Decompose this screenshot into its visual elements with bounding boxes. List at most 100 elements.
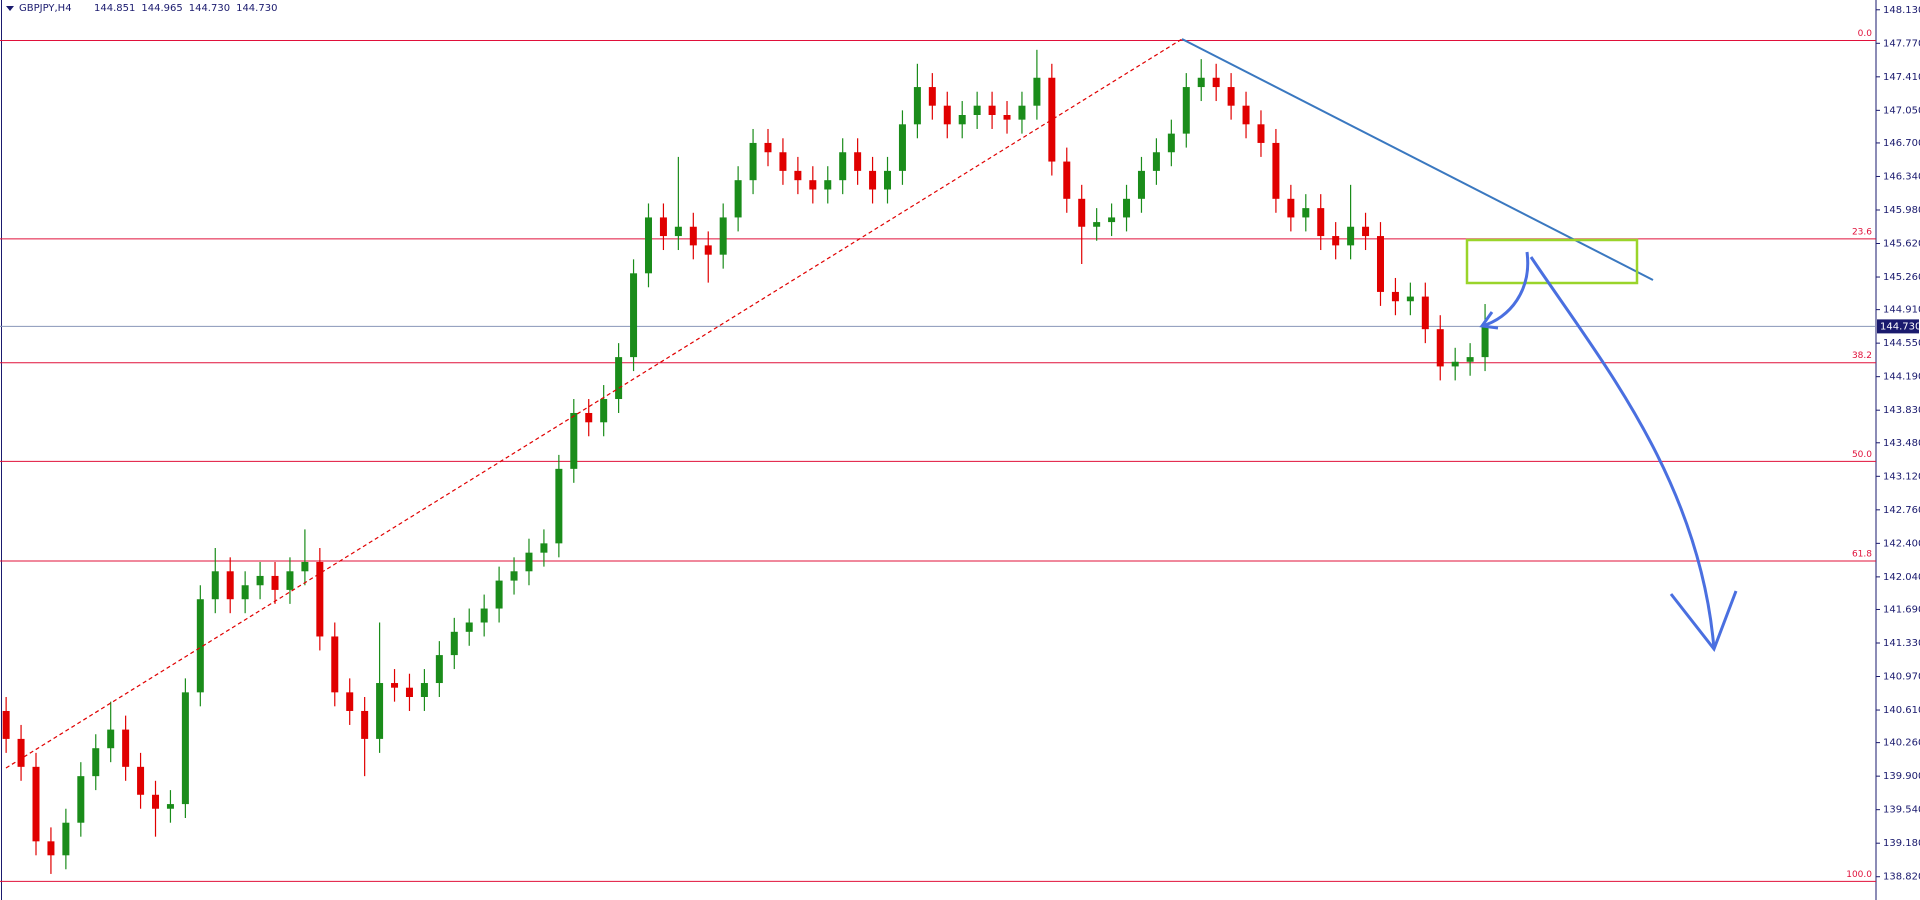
candle-body bbox=[928, 87, 936, 106]
candle-body bbox=[316, 561, 324, 637]
candle-body bbox=[137, 766, 145, 795]
fib-level-label: 61.8 bbox=[1852, 550, 1872, 560]
candle-body bbox=[1108, 217, 1116, 223]
candle-body bbox=[943, 105, 951, 125]
candle-body bbox=[958, 115, 966, 125]
candle-body bbox=[346, 692, 354, 711]
candle-body bbox=[704, 245, 712, 255]
candle-body bbox=[1227, 87, 1235, 106]
candle-body bbox=[1137, 170, 1145, 199]
down-arrow bbox=[1529, 256, 1716, 650]
y-tick-label: 142.040 bbox=[1883, 572, 1920, 583]
header-value: 144.730 bbox=[189, 3, 230, 14]
candle-body bbox=[1018, 105, 1026, 120]
resistance-zone bbox=[1465, 238, 1639, 285]
candle-body bbox=[256, 575, 264, 586]
candle-body bbox=[226, 571, 234, 600]
symbol: GBPJPY,H4 bbox=[19, 3, 72, 14]
candle-body bbox=[2, 710, 10, 739]
candle-body bbox=[659, 217, 667, 237]
candle-body bbox=[734, 180, 742, 218]
candle-body bbox=[1152, 152, 1160, 171]
candle-body bbox=[1212, 77, 1220, 88]
candle-body bbox=[495, 580, 503, 609]
candle-body bbox=[376, 683, 384, 739]
y-tick-label: 146.340 bbox=[1883, 171, 1920, 182]
candle-body bbox=[689, 226, 697, 246]
candle-body bbox=[405, 687, 413, 697]
y-tick-label: 145.260 bbox=[1883, 272, 1920, 283]
y-tick-label: 146.700 bbox=[1883, 138, 1920, 149]
header-value: 144.851 bbox=[94, 3, 135, 14]
candle-body bbox=[1093, 222, 1101, 227]
candle-body bbox=[809, 180, 817, 190]
down-arrow-head bbox=[1669, 590, 1738, 653]
y-tick-label: 143.830 bbox=[1883, 405, 1920, 416]
y-tick-label: 140.610 bbox=[1883, 705, 1920, 716]
candle-body bbox=[331, 636, 339, 693]
candle-body bbox=[1466, 357, 1474, 362]
y-tick-label: 142.400 bbox=[1883, 538, 1920, 549]
candle-body bbox=[122, 729, 130, 767]
fib-level-label: 23.6 bbox=[1852, 227, 1872, 237]
candle-body bbox=[898, 124, 906, 171]
candle-body bbox=[973, 105, 981, 116]
candle-body bbox=[644, 217, 652, 274]
candle-body bbox=[1332, 236, 1340, 246]
candle-body bbox=[480, 608, 488, 623]
candle-body bbox=[1123, 198, 1131, 218]
candle-body bbox=[719, 217, 727, 255]
header-value: 144.730 bbox=[236, 3, 277, 14]
candle-body bbox=[47, 841, 55, 856]
last-price-label: 144.730 bbox=[1880, 321, 1920, 332]
candle-body bbox=[674, 226, 682, 237]
fib-level-label: 38.2 bbox=[1852, 351, 1872, 361]
candles bbox=[2, 49, 1489, 874]
candle-body bbox=[1406, 296, 1414, 302]
candle-body bbox=[1242, 105, 1250, 125]
candle-body bbox=[166, 804, 174, 809]
y-tick-label: 144.550 bbox=[1883, 338, 1920, 349]
header-values: 144.851 144.965 144.730 144.730 bbox=[94, 3, 277, 14]
candle-body bbox=[1287, 198, 1295, 218]
fib-level-label: 50.0 bbox=[1852, 450, 1872, 460]
candle-body bbox=[181, 692, 189, 805]
header-value: 144.965 bbox=[141, 3, 182, 14]
candle-body bbox=[525, 552, 533, 572]
candle-body bbox=[854, 152, 862, 171]
candle-body bbox=[510, 571, 518, 581]
candle-body bbox=[1481, 326, 1489, 358]
candle-body bbox=[988, 105, 996, 116]
price-axis: 148.130 147.770 147.410 147.050 146.700 146.3… bbox=[1876, 5, 1920, 883]
candle-body bbox=[301, 561, 309, 572]
last-price-box bbox=[1877, 319, 1919, 334]
candle-body bbox=[77, 776, 85, 823]
candle-body bbox=[869, 170, 877, 190]
y-tick-label: 140.260 bbox=[1883, 738, 1920, 749]
candle-body bbox=[1272, 142, 1280, 199]
candle-body bbox=[271, 575, 279, 590]
candle-body bbox=[600, 399, 608, 423]
candle-body bbox=[555, 468, 563, 544]
candle-body bbox=[17, 738, 25, 767]
candle-body bbox=[779, 152, 787, 171]
candle-body bbox=[749, 142, 757, 181]
y-tick-label: 143.480 bbox=[1883, 438, 1920, 449]
candle-body bbox=[1078, 198, 1086, 227]
candle-body bbox=[211, 571, 219, 600]
candle-body bbox=[1376, 236, 1384, 292]
candle-body bbox=[839, 152, 847, 181]
candle-body bbox=[450, 631, 458, 656]
candle-body bbox=[1197, 77, 1205, 88]
candle-body bbox=[62, 822, 70, 856]
candle-body bbox=[1451, 361, 1459, 367]
candle-body bbox=[1436, 329, 1444, 367]
y-tick-label: 144.910 bbox=[1883, 305, 1920, 316]
candle-body bbox=[1302, 208, 1310, 218]
candle-body bbox=[913, 87, 921, 125]
y-tick-label: 147.410 bbox=[1883, 72, 1920, 83]
candle-body bbox=[1317, 208, 1325, 237]
candle-body bbox=[196, 599, 204, 693]
